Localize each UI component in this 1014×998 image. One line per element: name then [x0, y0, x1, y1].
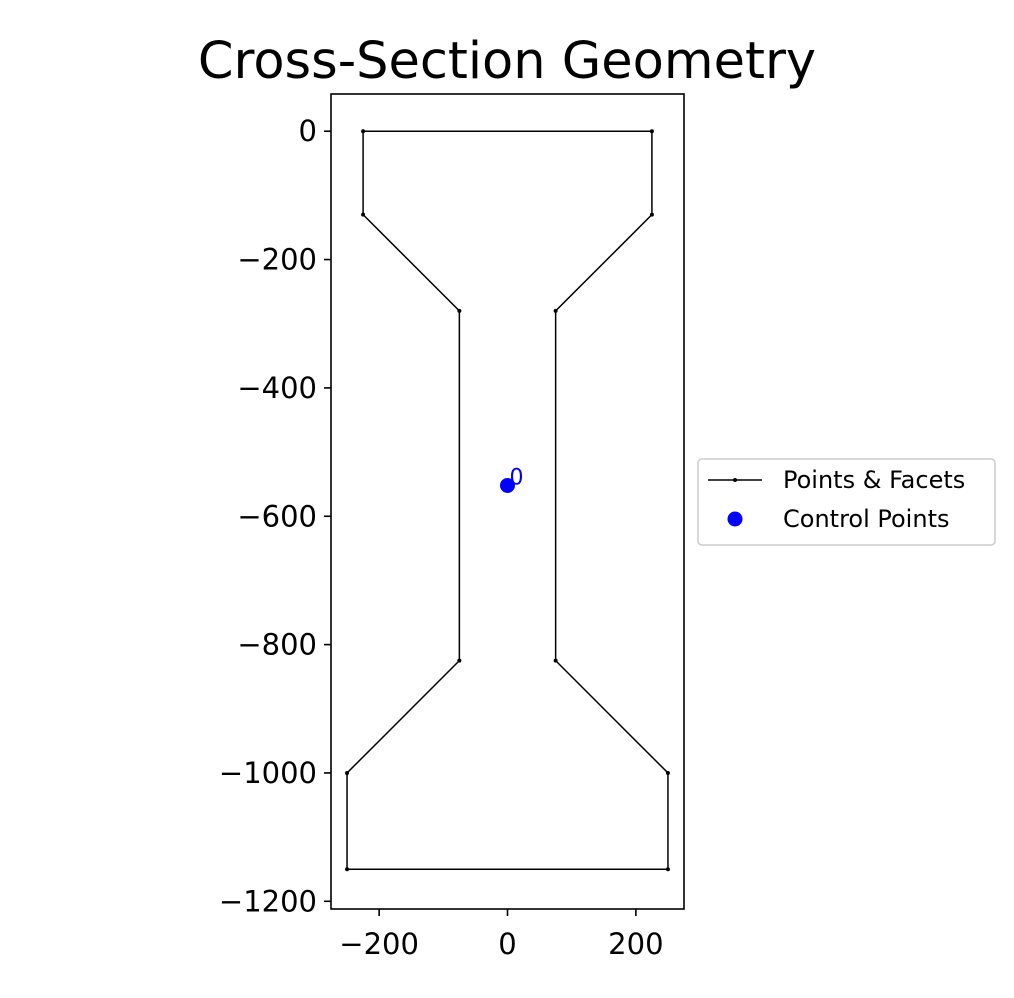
- y-tick-label: −1200: [219, 884, 317, 918]
- x-tick-label: 200: [608, 927, 663, 961]
- facet-line: [555, 660, 669, 774]
- geometry-point: [553, 658, 558, 663]
- y-axis: 0 −200 −400 −600 −800 −1000 −1200: [219, 114, 331, 918]
- y-tick-label: −800: [237, 628, 317, 662]
- legend-label-points-facets: Points & Facets: [783, 466, 965, 494]
- geometry-point: [649, 212, 654, 217]
- geometry-point: [553, 308, 558, 313]
- y-tick-label: 0: [299, 114, 317, 148]
- y-tick-label: −400: [237, 371, 317, 405]
- x-tick-label: 0: [498, 927, 516, 961]
- geometry-point: [649, 129, 654, 134]
- legend-swatch-control-points: [727, 511, 743, 527]
- geometry-point: [457, 658, 462, 663]
- legend-box: [697, 458, 996, 546]
- control-point: [500, 477, 515, 493]
- facet-line: [346, 660, 460, 774]
- plot-area: 0: [345, 129, 670, 872]
- geometry-point: [665, 867, 670, 872]
- geometry-point: [361, 212, 366, 217]
- y-tick-label: −1000: [219, 756, 317, 790]
- geometry-point: [345, 770, 350, 775]
- geometry-point: [345, 867, 350, 872]
- y-tick-label: −200: [237, 243, 317, 277]
- x-axis: −200 0 200: [339, 909, 664, 961]
- geometry-point: [665, 770, 670, 775]
- legend-label-control-points: Control Points: [783, 505, 949, 533]
- geometry-point: [457, 308, 462, 313]
- plot-frame: [330, 93, 685, 910]
- geometry-point: [361, 129, 366, 134]
- legend-swatch-point: [733, 478, 737, 482]
- legend: Points & Facets Control Points: [697, 458, 996, 546]
- control-point-label: 0: [510, 465, 524, 490]
- facet-line: [555, 214, 653, 312]
- facet-line: [362, 214, 460, 312]
- chart-title: Cross-Section Geometry: [198, 32, 816, 91]
- y-tick-label: −600: [237, 499, 317, 533]
- x-tick-label: −200: [339, 927, 419, 961]
